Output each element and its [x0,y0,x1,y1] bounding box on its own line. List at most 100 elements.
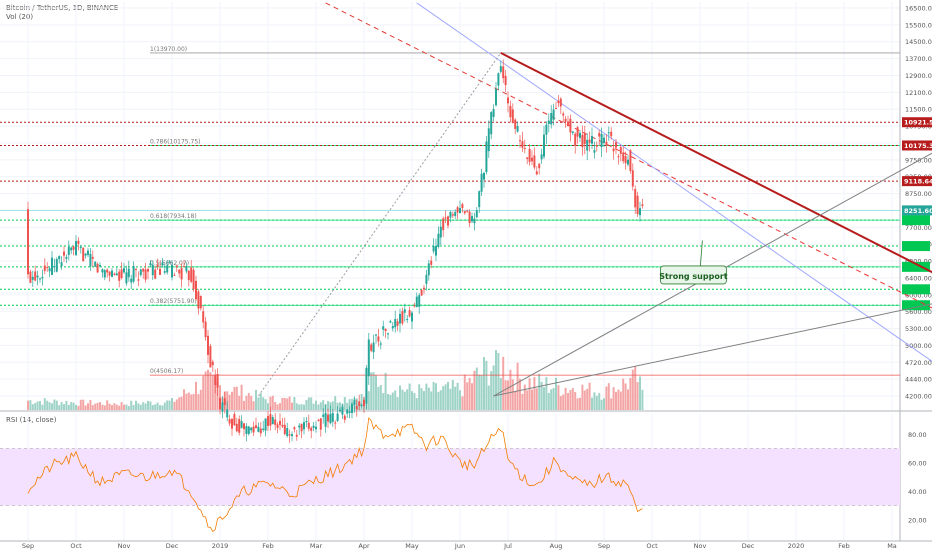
price-tag-label: 9118.64 [904,178,932,186]
volume-bar [65,401,68,410]
volume-bar [379,384,382,410]
volume-bar [579,397,581,410]
candle-body [490,112,493,135]
candle-body [353,400,356,405]
candle-body [312,425,315,428]
volume-bar [555,377,557,410]
candle-body [528,148,531,162]
candle-body [96,263,99,273]
candle-body [161,262,164,266]
volume-bar [300,404,303,410]
candle-body [115,273,118,276]
rsi-band [0,448,900,506]
candle-body [603,137,605,143]
volume-bar [451,379,454,410]
volume-bar [418,384,421,410]
candle-body [43,265,46,271]
candle-body [631,170,634,187]
volume-bar [106,400,109,410]
candle-body [483,172,485,180]
candle-body [367,339,370,377]
price-tick-label: 7700.00 [905,224,932,232]
candle-body [339,409,341,411]
volume-bar [91,405,94,410]
candle-body [375,334,377,336]
time-tick-label: Apr [358,542,370,550]
candle-body [384,328,387,332]
volume-bar [255,389,257,410]
volume-bar [435,383,437,410]
candle-body [492,109,495,117]
volume-bar [53,399,56,410]
trendline-uptrend-bottom [493,303,932,397]
volume-bar [387,394,389,410]
candle-body [144,269,147,280]
trendline-dashed-downtrend [325,2,932,309]
volume-bar [291,402,293,410]
volume-bar [425,383,428,410]
candle-body [595,145,598,147]
candle-body [286,428,289,437]
volume-bar [283,398,286,410]
volume-bar [411,391,413,410]
candle-body [283,424,286,435]
volume-bar [161,405,164,410]
candle-body [192,269,195,290]
candle-body [641,204,644,206]
volume-bar [610,398,613,410]
volume-bar [103,405,106,410]
support-price-tag [902,215,930,226]
candle-body [423,287,425,290]
volume-bar [168,400,171,410]
candle-body [125,272,128,284]
price-tick-label: 6800.00 [905,258,932,266]
volume-bar [77,405,80,410]
candle-body [509,105,512,118]
candle-body [36,275,39,278]
candle-body [221,402,224,412]
volume-bar [569,390,572,410]
candle-body [94,261,97,267]
candle-body [279,420,281,425]
volume-bar [231,391,233,410]
volume-bar [55,400,58,410]
candle-body [583,132,586,144]
candle-body [559,98,562,107]
candle-body [252,426,255,433]
candle-body [495,88,497,106]
candle-body [485,141,488,173]
candle-body [363,399,365,407]
price-tick-label: 5000.00 [905,342,932,350]
price-tick-label: 4200.00 [905,393,932,401]
price-tick-label: 16500.00 [905,5,932,13]
candle-body [639,208,641,216]
candle-body [480,173,483,192]
candle-body [355,406,358,410]
volume-bar [79,399,82,410]
volume-bar [485,360,488,410]
candle-body [593,150,596,153]
candle-body [576,127,579,137]
candle-body [461,204,464,209]
candle-body [403,309,406,313]
volume-bar [595,395,598,410]
volume-bar [552,387,555,410]
volume-bar [135,400,137,410]
candle-body [543,134,545,157]
candle-body [41,276,44,279]
candle-body [535,171,538,175]
volume-bar [600,399,603,410]
rsi-level-label: 40.00 [908,488,927,496]
candle-body [341,406,344,415]
candle-body [619,147,622,154]
volume-bar [303,404,305,410]
volume-bar [262,397,265,410]
candle-body [343,415,346,420]
volume-bar [607,383,610,410]
volume-bar [36,401,39,410]
candle-body [77,240,80,244]
volume-bar [406,389,409,410]
volume-bar [396,397,399,410]
candle-body [257,426,260,432]
